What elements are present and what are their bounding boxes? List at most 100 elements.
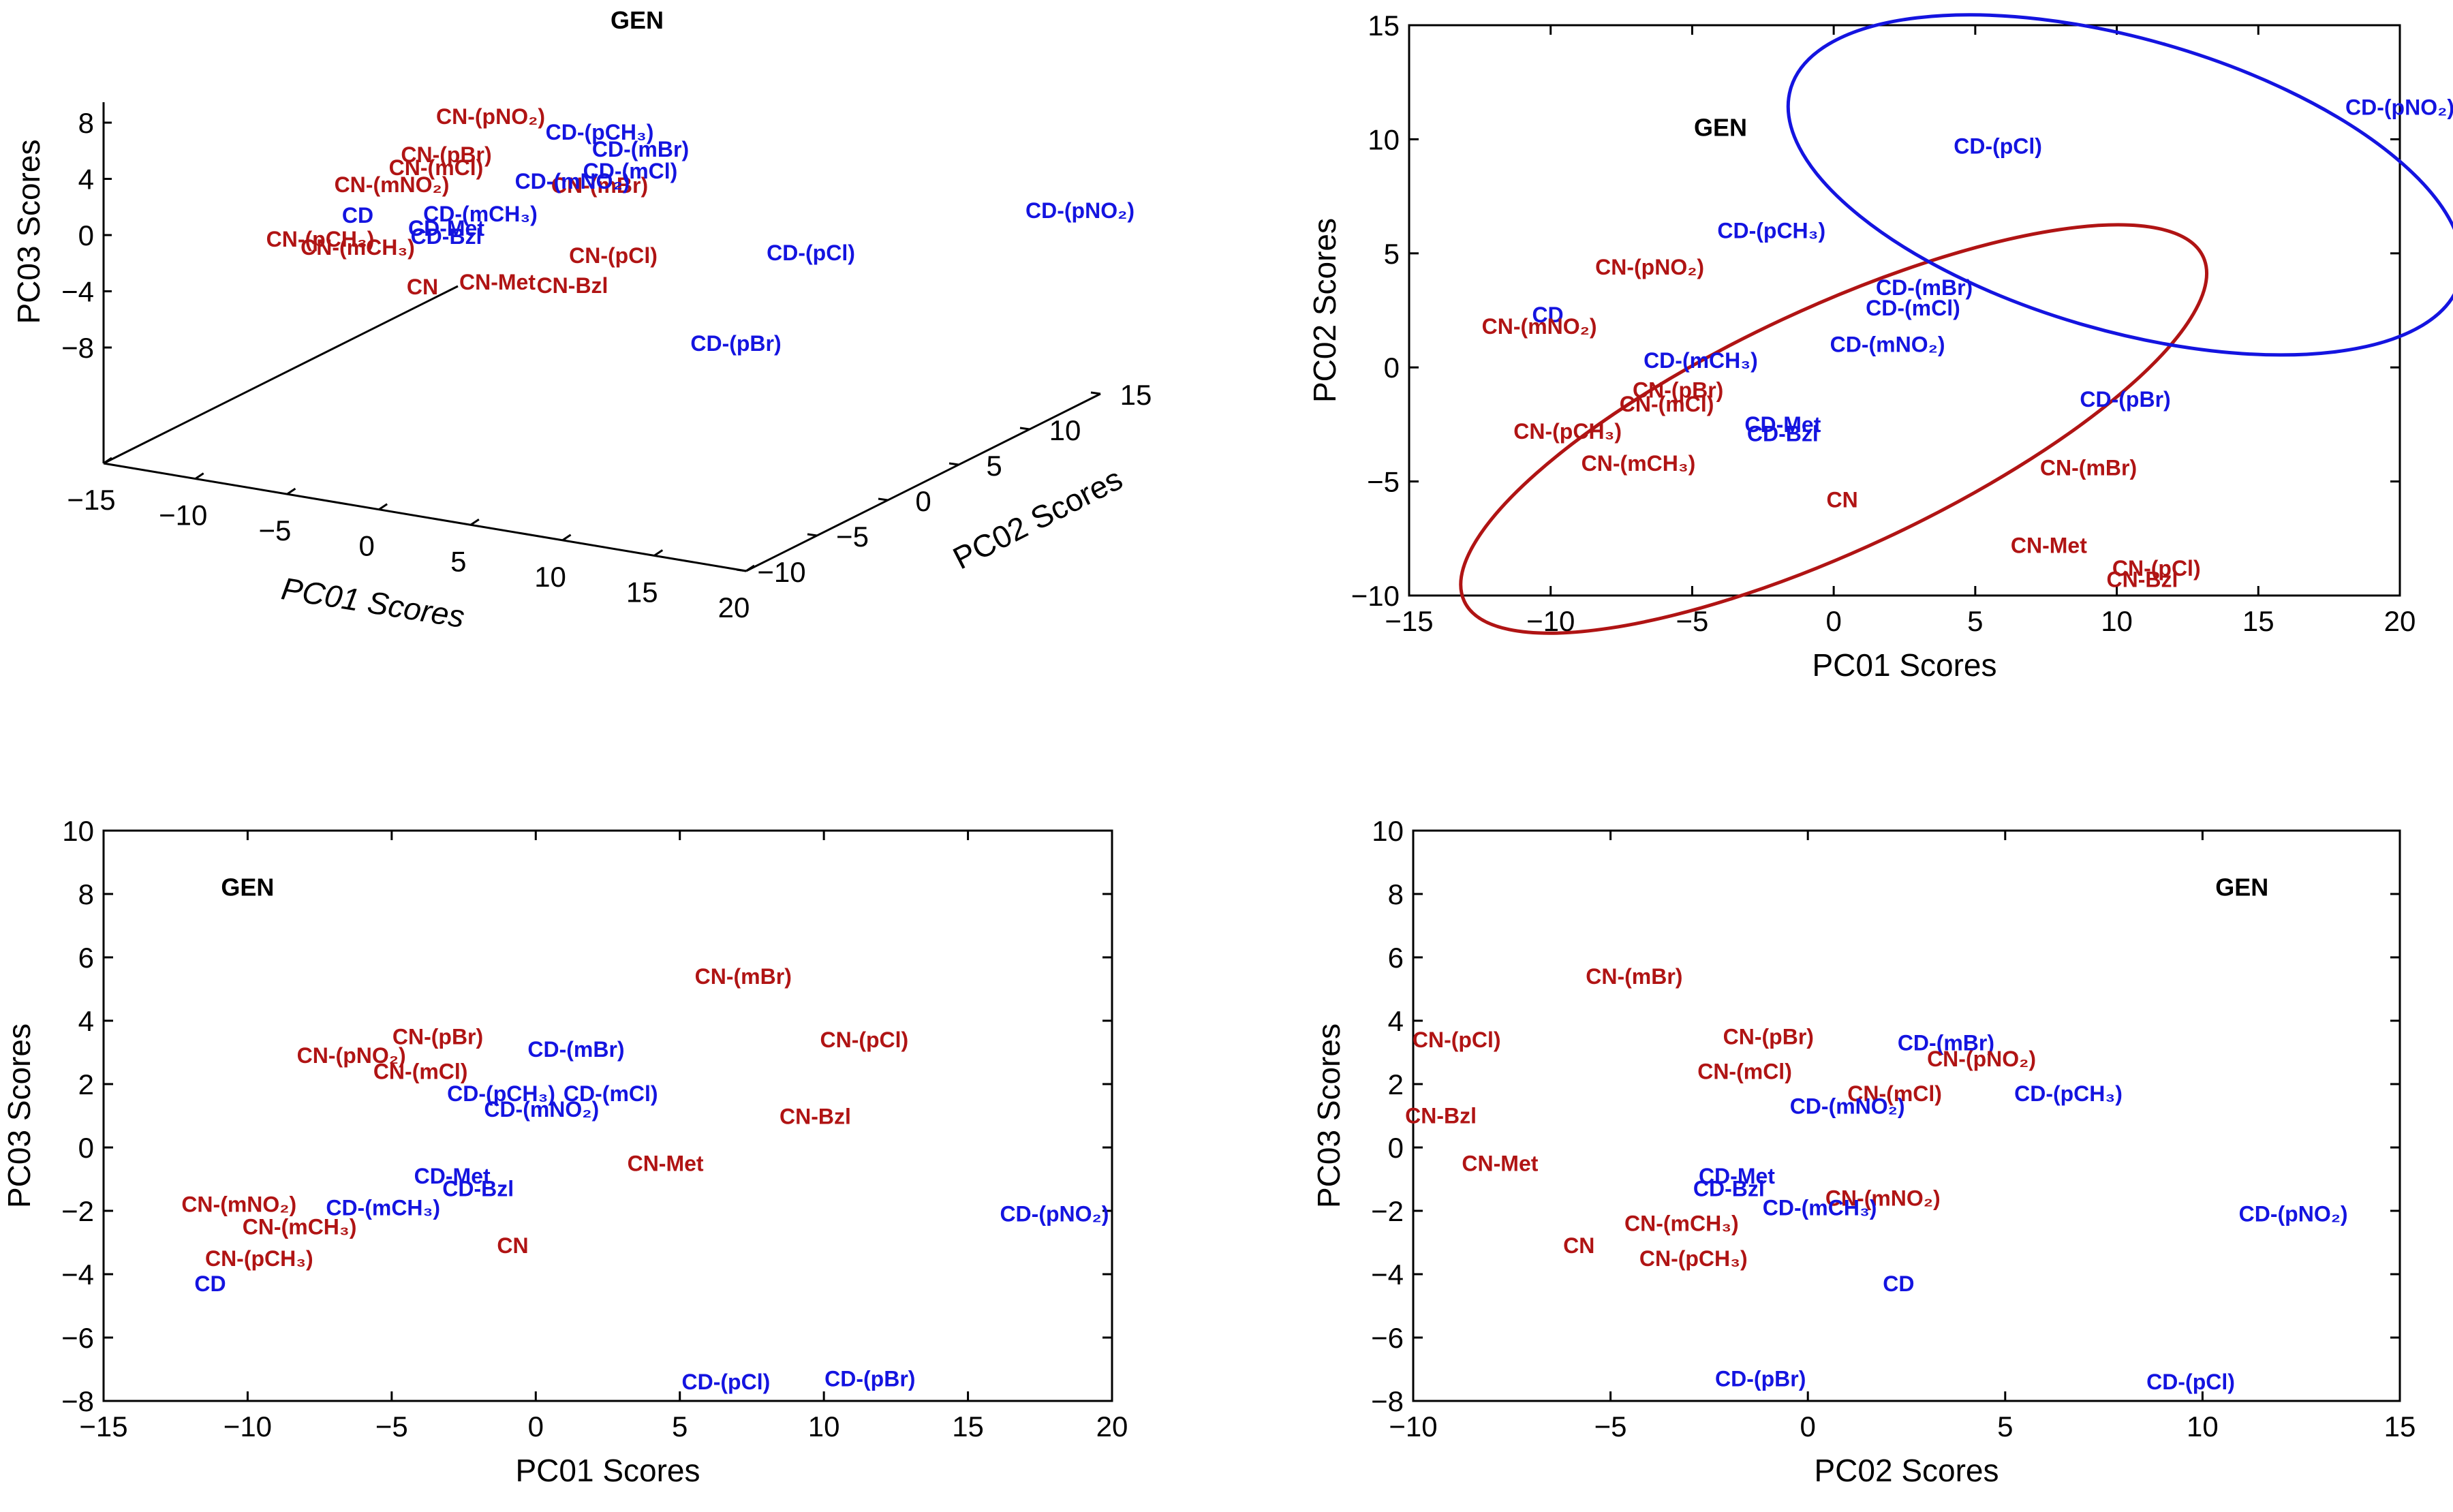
x-tick-label: −15: [1385, 605, 1433, 637]
panel-title: GEN: [1694, 114, 1747, 142]
point-label-cd-pbr: CD-(pBr): [2080, 387, 2170, 412]
y-axis-line: [745, 392, 1101, 572]
point-label-cd-pbr: CD-(pBr): [824, 1366, 915, 1391]
y-tick-label: −6: [1371, 1322, 1404, 1354]
y-tick-label: −4: [1371, 1259, 1404, 1291]
point-label-cn-mcl: CN-(mCl): [1697, 1059, 1792, 1083]
point-label-cn-pcl: CN-(pCl): [2112, 556, 2201, 581]
x-axis-label: PC01 Scores: [279, 570, 467, 634]
point-label-cn: CN: [497, 1233, 528, 1258]
x-tick-label: −15: [79, 1410, 127, 1442]
point-label-cd-pcl: CD-(pCl): [2146, 1370, 2235, 1394]
point-label-cd-pcl: CD-(pCl): [1954, 134, 2042, 158]
point-label-cd-pcl: CD-(pCl): [767, 241, 855, 265]
back-axis-line: [103, 285, 459, 465]
point-label-cd-mch: CD-(mCH₃): [1644, 348, 1758, 373]
point-label-cn-mbr: CN-(mBr): [2040, 456, 2137, 480]
x-tick-label: 5: [672, 1410, 688, 1442]
y-tick-mark: [736, 568, 747, 572]
x-axis-label: PC02 Scores: [1814, 1453, 1999, 1488]
y-tick-mark: [1019, 427, 1030, 431]
y-tick-label: 8: [78, 878, 94, 910]
plot-frame: [1408, 24, 2401, 597]
point-label-cd: CD: [1532, 303, 1563, 327]
point-label-cn-mbr: CN-(mBr): [1586, 964, 1682, 989]
point-label-cn-pbr: CN-(pBr): [1633, 378, 1723, 403]
x-tick-label: −10: [1389, 1410, 1437, 1442]
point-label-cn-mcl: CN-(mCl): [373, 1059, 468, 1083]
y-tick-label: 6: [1388, 942, 1404, 974]
point-label-cn-bzl: CN-Bzl: [2107, 568, 2178, 592]
point-label-cn-pch: CN-(pCH₃): [1639, 1246, 1748, 1271]
point-label-cn-pcl: CN-(pCl): [820, 1028, 908, 1052]
z-tick-label: 8: [78, 107, 94, 139]
y-tick-label: −10: [1351, 580, 1400, 612]
point-label-cd: CD: [342, 203, 373, 228]
point-label-cd-pno: CD-(pNO₂): [2345, 95, 2453, 120]
x-tick-mark: [286, 487, 296, 495]
point-label-cn-pno: CN-(pNO₂): [1595, 255, 1704, 279]
y-tick-mark: [878, 497, 889, 502]
x-tick-label: 20: [718, 591, 750, 623]
y-tick-label: 4: [78, 1005, 94, 1037]
x-tick-label: 20: [2384, 605, 2416, 637]
point-label-cd-pbr: CD-(pBr): [690, 331, 781, 356]
point-label-cd-bzl: CD-Bzl: [1693, 1176, 1765, 1201]
z-tick-label: −4: [61, 276, 94, 308]
y-tick-label: 2: [78, 1068, 94, 1100]
point-label-cd-mno: CD-(mNO₂): [515, 169, 630, 194]
point-label-cd-mbr: CD-(mBr): [1876, 275, 1973, 300]
y-axis-label: PC02 Scores: [947, 461, 1128, 576]
y-tick-label: −10: [757, 556, 805, 588]
point-label-cd-mno: CD-(mNO₂): [1830, 333, 1945, 357]
point-label-cd-mbr: CD-(mBr): [527, 1037, 624, 1062]
x-tick-label: 0: [528, 1410, 544, 1442]
z-axis-label: PC03 Scores: [11, 139, 46, 324]
z-tick-label: 4: [78, 164, 94, 196]
panel-title: GEN: [221, 874, 274, 901]
point-label-cd-mch: CD-(mCH₃): [423, 202, 538, 226]
point-label-cn-mno: CN-(mNO₂): [1825, 1186, 1941, 1210]
point-label-cd-bzl: CD-Bzl: [442, 1176, 514, 1201]
x-axis-label: PC01 Scores: [1812, 647, 1996, 683]
point-label-cd-bzl: CD-Bzl: [1747, 421, 1819, 446]
point-label-cd-pno: CD-(pNO₂): [2239, 1202, 2348, 1226]
point-label-cd-met: CD-Met: [414, 1164, 491, 1188]
point-label-cn-mch: CN-(mCH₃): [300, 235, 415, 260]
panel-title: GEN: [611, 6, 664, 34]
x-tick-label: 10: [534, 561, 566, 593]
point-label-cd-pch: CD-(pCH₃): [1717, 218, 1825, 243]
point-label-cd-met: CD-Met: [1744, 412, 1821, 437]
y-tick-label: 0: [1388, 1132, 1404, 1164]
y-tick-label: 10: [1049, 414, 1081, 446]
y-tick-label: 15: [1120, 379, 1152, 411]
point-label-cn-mno: CN-(mNO₂): [181, 1192, 296, 1217]
x-tick-label: −5: [258, 514, 291, 546]
point-label-cd-pcl: CD-(pCl): [682, 1370, 771, 1394]
point-label-cd-bzl: CD-Bzl: [411, 224, 482, 249]
point-label-cd-pno: CD-(pNO₂): [1000, 1202, 1109, 1226]
point-label-cd-mno: CD-(mNO₂): [1790, 1094, 1905, 1119]
x-tick-label: 5: [1997, 1410, 2013, 1442]
y-tick-label: 8: [1388, 878, 1404, 910]
x-tick-label: 20: [1096, 1410, 1128, 1442]
point-label-cn-pno: CN-(pNO₂): [436, 104, 545, 129]
y-tick-label: 5: [1384, 238, 1400, 270]
x-tick-mark: [653, 549, 664, 557]
cn-group-ellipse: [1459, 223, 2208, 635]
y-tick-label: 0: [1384, 352, 1400, 384]
point-label-cd-mcl: CD-(mCl): [1866, 296, 1960, 320]
point-label-cd: CD: [1883, 1271, 1914, 1296]
y-tick-label: 2: [1388, 1068, 1404, 1100]
point-label-cn-pcl: CN-(pCl): [569, 243, 658, 268]
x-tick-label: 5: [1967, 605, 1983, 637]
point-label-cn-pno: CN-(pNO₂): [297, 1043, 406, 1068]
point-label-cd-mbr: CD-(mBr): [592, 137, 689, 161]
panel-pc02-pc03-scores: −10 −5 0 5 10 15 −8 −6 −4 −2 0 2 4 6 8 10 PC02 Scores PC0…: [1311, 815, 2416, 1488]
y-tick-mark: [948, 462, 959, 466]
x-tick-label: 15: [2242, 605, 2274, 637]
point-label-cn-bzl: CN-Bzl: [780, 1104, 851, 1128]
x-axis-label: PC01 Scores: [515, 1453, 700, 1488]
point-label-cn-mcl: CN-(mCl): [389, 155, 484, 180]
x-tick-mark: [194, 472, 204, 480]
